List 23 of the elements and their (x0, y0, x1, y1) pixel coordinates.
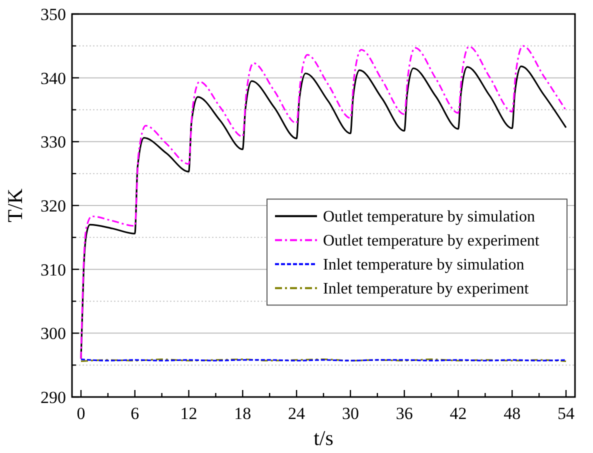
y-tick-label: 300 (40, 324, 66, 344)
y-tick-label: 350 (40, 4, 66, 24)
x-tick-label: 30 (342, 404, 359, 423)
y-tick-label: 330 (40, 132, 66, 152)
x-tick-label: 0 (76, 404, 86, 423)
x-tick-label: 6 (130, 404, 140, 423)
x-axis-title: t/s (314, 426, 334, 450)
x-tick-label: 18 (234, 404, 252, 423)
x-tick-label: 48 (504, 404, 521, 423)
y-tick-label: 310 (40, 260, 66, 280)
x-tick-label: 12 (180, 404, 198, 423)
x-tick-label: 36 (396, 404, 413, 423)
y-tick-label: 320 (40, 196, 66, 216)
y-tick-label: 290 (40, 388, 66, 407)
legend-label: Inlet temperature by experiment (323, 280, 530, 298)
legend-label: Outlet temperature by experiment (323, 232, 540, 250)
legend-label: Inlet temperature by simulation (323, 256, 524, 274)
y-axis-title: T/K (3, 188, 27, 222)
x-tick-label: 42 (450, 404, 467, 423)
legend-label: Outlet temperature by simulation (323, 208, 535, 226)
x-tick-label: 24 (288, 404, 306, 423)
y-tick-label: 340 (40, 68, 66, 88)
x-tick-label: 54 (558, 404, 576, 423)
